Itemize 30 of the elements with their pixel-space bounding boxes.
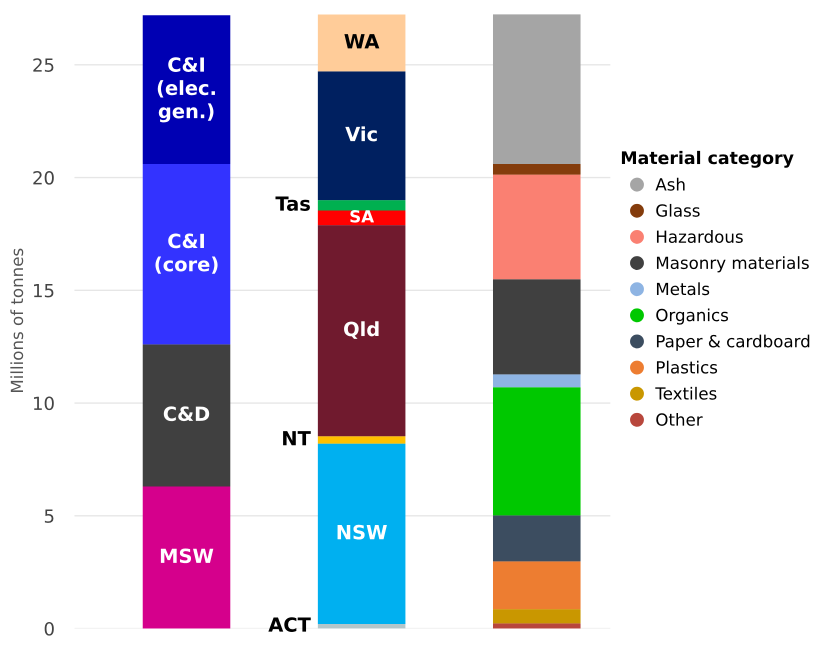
y-tick-label: 20: [33, 171, 54, 185]
series-label: C&I (elec. gen.): [158, 57, 215, 122]
legend-title: Material category: [622, 150, 794, 168]
series-label: Vic: [345, 126, 377, 142]
series-label: MSW: [160, 548, 214, 564]
legend-label: Paper & cardboard: [656, 334, 810, 351]
legend-label: Plastics: [656, 360, 718, 374]
y-tick-label: 25: [33, 58, 54, 72]
legend-label: Masonry materials: [656, 256, 809, 272]
series-label: NT: [283, 431, 311, 446]
legend-label: Glass: [656, 204, 700, 217]
y-tick-label: 15: [34, 284, 54, 298]
legend-label: Hazardous: [656, 230, 743, 243]
series-label: NSW: [338, 524, 387, 540]
series-label: Tas: [275, 196, 310, 211]
series-label: ACT: [268, 617, 311, 632]
legend-label: Metals: [656, 282, 710, 296]
y-axis-title: Millions of tonnes: [10, 248, 24, 392]
y-tick-label: 0: [44, 622, 54, 636]
legend-label: Textiles: [655, 386, 716, 400]
legend-label: Other: [656, 412, 703, 426]
legend-label: Ash: [655, 178, 685, 191]
series-label: C&I (core): [155, 234, 218, 274]
series-label: Qld: [344, 321, 379, 339]
series-label: WA: [344, 34, 380, 48]
series-label: SA: [350, 210, 374, 223]
series-label: C&D: [164, 406, 210, 422]
y-tick-label: 5: [44, 510, 54, 523]
y-tick-label: 10: [34, 396, 54, 410]
legend-label: Organics: [656, 308, 728, 325]
